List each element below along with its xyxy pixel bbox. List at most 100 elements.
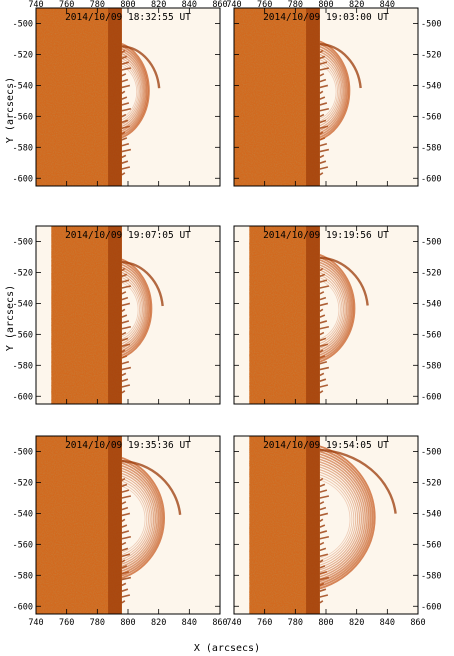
y-tick-label: -500 xyxy=(13,237,33,247)
loop-top xyxy=(319,448,397,514)
coronal-loop xyxy=(121,470,157,568)
x-tick-label: 820 xyxy=(349,618,364,628)
y-tick-label: -560 xyxy=(13,540,33,550)
y-tick-label: -580 xyxy=(421,143,441,153)
y-tick-label: -540 xyxy=(421,81,441,91)
coronal-loop xyxy=(319,469,359,568)
y-tick-label: -500 xyxy=(421,447,441,457)
y-tick-label: -540 xyxy=(13,299,33,309)
y-tick-label: -540 xyxy=(421,509,441,519)
loop-top xyxy=(121,459,182,515)
x-tick-label: 780 xyxy=(90,618,105,628)
x-tick-label: 740 xyxy=(28,618,43,628)
y-tick-label: -560 xyxy=(421,112,441,122)
panel-timestamp: 2014/10/09 19:19:56 UT xyxy=(263,230,389,241)
y-tick-label: -600 xyxy=(421,392,441,402)
x-tick-label: 840 xyxy=(380,618,395,628)
coronal-loop xyxy=(319,261,351,356)
coronal-loop xyxy=(319,61,338,122)
y-tick-label: -540 xyxy=(13,81,33,91)
coronal-loop xyxy=(121,60,140,123)
y-tick-label: -520 xyxy=(421,478,441,488)
coronal-loop xyxy=(121,63,139,121)
coronal-loop xyxy=(319,48,346,134)
coronal-loop xyxy=(121,279,140,340)
coronal-loop xyxy=(319,479,351,559)
coronal-loop xyxy=(319,53,343,129)
coronal-loop xyxy=(121,47,147,134)
x-tick-label: 760 xyxy=(59,0,74,10)
y-tick-label: -560 xyxy=(13,330,33,340)
coronal-loop xyxy=(121,475,153,563)
coronal-loop xyxy=(319,458,366,578)
y-tick-label: -540 xyxy=(13,509,33,519)
coronal-loop xyxy=(319,463,363,573)
x-tick-label: 800 xyxy=(318,0,333,10)
x-tick-label: 760 xyxy=(257,0,272,10)
y-tick-label: -520 xyxy=(13,478,33,488)
x-tick-label: 800 xyxy=(120,0,135,10)
coronal-loop xyxy=(121,480,150,558)
coronal-loop xyxy=(121,58,142,125)
coronal-loop xyxy=(121,462,162,575)
x-tick-label: 840 xyxy=(380,0,395,10)
loop-top xyxy=(121,45,161,89)
coronal-loop xyxy=(319,445,376,590)
coronal-loop xyxy=(121,50,146,132)
coronal-loop xyxy=(121,277,142,342)
panel-timestamp: 2014/10/09 18:32:55 UT xyxy=(65,12,191,23)
coronal-loop xyxy=(319,266,348,351)
panel-timestamp: 2014/10/09 19:03:00 UT xyxy=(263,12,389,23)
x-tick-label: 780 xyxy=(288,618,303,628)
coronal-loop xyxy=(121,53,145,130)
coronal-loop xyxy=(121,261,151,357)
x-tick-label: 740 xyxy=(226,0,241,10)
image-panel: 2014/10/09 19:19:56 UT -500 -520 -540 -560 -5… xyxy=(233,225,441,405)
coronal-loop xyxy=(319,56,342,127)
coronal-loop xyxy=(121,472,155,565)
coronal-loop xyxy=(319,476,353,561)
coronal-loop xyxy=(319,59,340,124)
coronal-loop xyxy=(121,266,148,352)
y-tick-label: -540 xyxy=(421,299,441,309)
y-tick-label: -580 xyxy=(13,571,33,581)
coronal-loop xyxy=(319,450,372,585)
x-tick-label: 820 xyxy=(151,618,166,628)
x-tick-label: 760 xyxy=(257,618,272,628)
loop-top xyxy=(121,260,164,307)
y-tick-label: -520 xyxy=(421,50,441,60)
coronal-loop xyxy=(319,274,343,345)
x-tick-label: 820 xyxy=(151,0,166,10)
coronal-loop xyxy=(121,45,149,137)
x-tick-label: 840 xyxy=(182,618,197,628)
y-tick-label: -520 xyxy=(13,50,33,60)
coronal-loop xyxy=(319,448,374,587)
y-tick-label: -580 xyxy=(421,361,441,371)
coronal-loop xyxy=(319,45,348,136)
coronal-loop xyxy=(319,51,345,131)
y-tick-label: -580 xyxy=(421,571,441,581)
coronal-loop xyxy=(319,259,353,358)
loop-top xyxy=(319,42,362,89)
x-tick-label: 740 xyxy=(28,0,43,10)
coronal-loop xyxy=(121,55,143,128)
coronal-loop xyxy=(319,279,340,340)
coronal-loop xyxy=(121,483,148,556)
coronal-loop xyxy=(319,253,356,363)
y-tick-label: -600 xyxy=(13,602,33,612)
x-axis-label: X (arcsecs) xyxy=(194,643,260,654)
coronal-loop xyxy=(121,269,147,349)
y-tick-label: -500 xyxy=(13,19,33,29)
image-panel: 2014/10/09 19:35:36 UT 740 760 780 800 820 840… xyxy=(13,435,228,628)
coronal-loop xyxy=(121,258,153,359)
coronal-loop xyxy=(121,467,158,570)
y-tick-label: -580 xyxy=(13,143,33,153)
panel-timestamp: 2014/10/09 19:07:05 UT xyxy=(65,230,191,241)
x-tick-label: 820 xyxy=(349,0,364,10)
coronal-loop xyxy=(319,471,357,566)
coronal-loop xyxy=(319,474,355,564)
y-tick-label: -520 xyxy=(421,268,441,278)
coronal-loop xyxy=(121,274,144,345)
y-tick-label: -560 xyxy=(421,540,441,550)
